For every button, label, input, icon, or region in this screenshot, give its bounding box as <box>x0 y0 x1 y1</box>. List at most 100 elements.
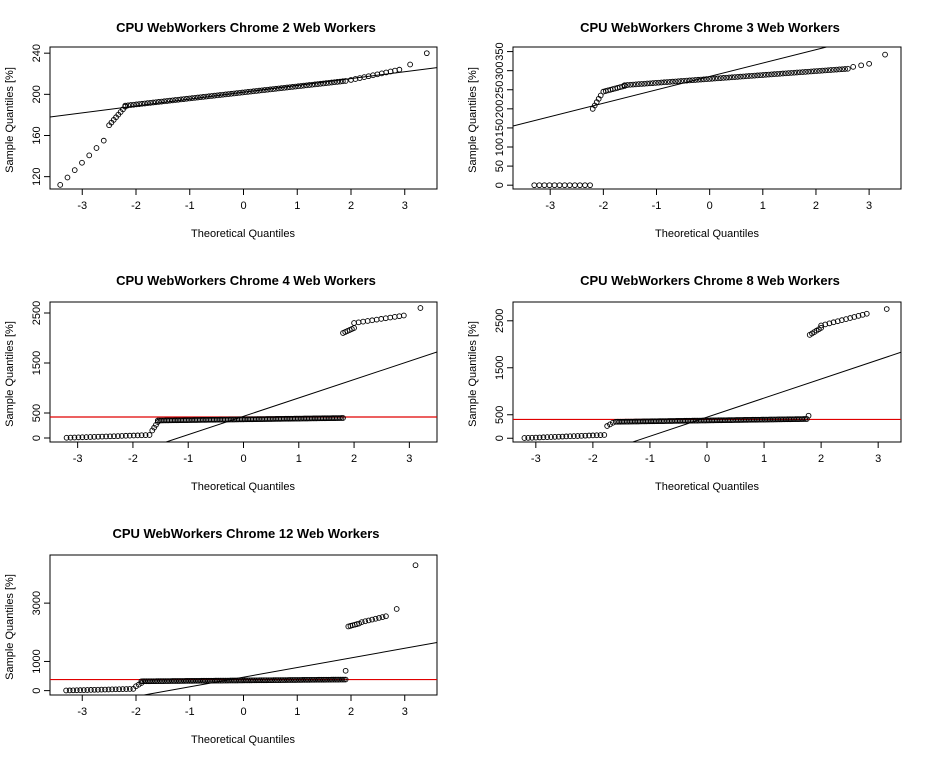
data-point <box>559 433 566 440</box>
data-point <box>635 81 642 87</box>
y-tick-label: 250 <box>494 81 506 99</box>
data-point <box>292 83 299 90</box>
data-point <box>189 95 196 101</box>
data-point <box>149 427 156 434</box>
x-tick-label: 3 <box>406 453 412 465</box>
x-tick-label: 1 <box>294 200 300 212</box>
data-point <box>340 415 346 421</box>
data-point <box>813 68 820 74</box>
data-point <box>540 434 547 441</box>
data-point <box>811 68 817 75</box>
data-point <box>192 94 198 101</box>
data-point <box>63 434 70 441</box>
data-point <box>582 182 588 189</box>
data-point <box>362 618 369 625</box>
qq-line <box>513 47 827 127</box>
data-point <box>729 74 735 81</box>
data-point <box>214 92 221 99</box>
data-point <box>314 81 321 87</box>
data-point <box>270 86 276 92</box>
data-point <box>312 81 318 88</box>
sample-points <box>63 562 419 694</box>
x-tick-label: 0 <box>704 453 710 465</box>
plot-frame <box>49 554 438 696</box>
data-point <box>261 87 268 93</box>
data-point <box>256 87 262 94</box>
x-tick-label: -3 <box>73 453 83 465</box>
x-tick-label: 2 <box>348 200 354 212</box>
data-point <box>828 67 834 73</box>
data-point <box>98 686 105 693</box>
data-point <box>194 94 201 101</box>
data-point <box>866 60 872 67</box>
data-point <box>130 101 137 108</box>
data-point <box>175 96 182 103</box>
data-point <box>180 96 187 102</box>
data-point <box>571 433 577 439</box>
y-tick-label: 300 <box>494 61 506 79</box>
data-point <box>796 69 803 76</box>
data-point <box>794 69 800 76</box>
data-point <box>715 75 721 82</box>
data-point <box>655 79 662 86</box>
data-point <box>556 182 563 189</box>
sample-points <box>57 50 430 188</box>
data-point <box>133 101 140 108</box>
data-point <box>412 562 419 569</box>
data-point <box>77 687 84 693</box>
data-point <box>323 80 329 86</box>
panel-title: CPU WebWorkers Chrome 12 Web Workers <box>112 526 379 541</box>
data-point <box>525 435 532 441</box>
data-point <box>70 687 77 694</box>
data-point <box>819 67 826 74</box>
data-point <box>536 182 543 189</box>
x-tick-label: -3 <box>545 200 555 212</box>
data-point <box>709 75 716 82</box>
data-point <box>785 70 792 76</box>
data-point <box>577 182 583 189</box>
data-point <box>850 63 857 70</box>
data-point <box>698 76 704 83</box>
data-point <box>555 433 562 440</box>
data-point <box>731 74 738 80</box>
data-point <box>119 686 126 692</box>
data-point <box>123 686 130 692</box>
y-tick-label: 350 <box>494 42 506 60</box>
data-point <box>802 416 809 422</box>
data-point <box>253 88 260 94</box>
data-point <box>597 92 604 99</box>
data-point <box>298 83 304 89</box>
data-point <box>295 83 302 90</box>
qq-line <box>165 351 437 442</box>
y-axis-label: Sample Quantiles [%] <box>467 321 479 427</box>
data-point <box>273 85 279 92</box>
data-point <box>681 77 687 84</box>
data-point <box>532 434 539 441</box>
data-point <box>858 62 864 69</box>
data-point <box>546 182 553 189</box>
data-point <box>607 421 613 428</box>
data-point <box>633 81 639 88</box>
data-point <box>587 182 593 189</box>
y-tick-label: 500 <box>494 406 506 424</box>
data-point <box>342 676 349 683</box>
x-tick-label: -2 <box>588 453 598 465</box>
x-axis-label: Theoretical Quantiles <box>655 228 759 240</box>
data-point <box>172 97 179 103</box>
data-point <box>376 615 382 621</box>
data-point <box>678 78 684 84</box>
data-point <box>751 72 758 79</box>
x-tick-label: 1 <box>294 706 300 718</box>
x-tick-label: 3 <box>875 453 881 465</box>
x-axis-label: Theoretical Quantiles <box>191 734 295 746</box>
data-point <box>79 434 86 441</box>
data-point <box>647 80 653 87</box>
data-point <box>300 82 307 89</box>
data-point <box>842 66 848 72</box>
data-point <box>231 90 237 97</box>
data-point <box>621 82 628 89</box>
x-tick-label: 0 <box>707 200 713 212</box>
data-point <box>805 412 812 419</box>
data-point <box>771 71 778 78</box>
